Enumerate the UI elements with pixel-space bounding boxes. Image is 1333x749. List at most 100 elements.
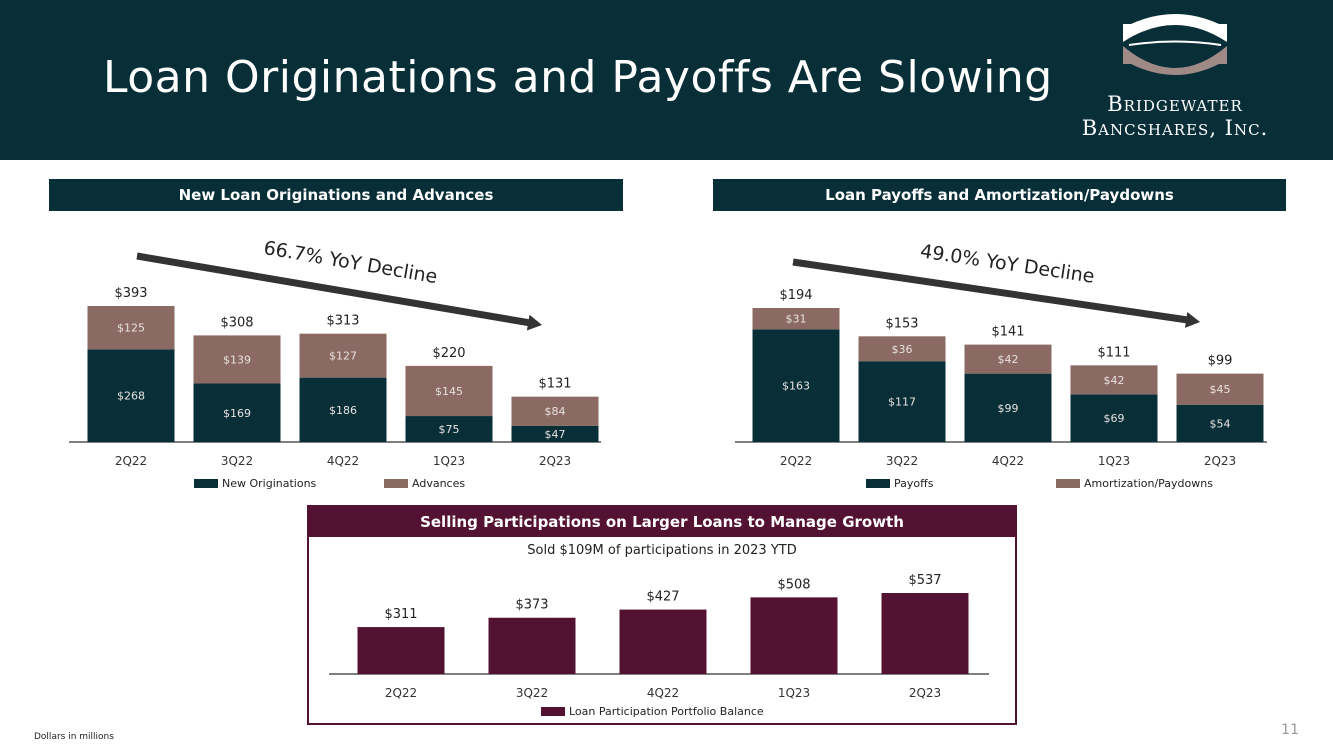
segment-label: $186 (329, 404, 357, 417)
segment-label: $54 (1210, 417, 1231, 430)
total-label: $537 (908, 573, 941, 588)
total-label: $99 (1208, 354, 1233, 369)
bar-advances-3Q22 (193, 335, 281, 384)
total-label: $311 (384, 607, 417, 622)
bar-new-originations-2Q22 (87, 349, 175, 442)
bar-payoffs-4Q22 (964, 373, 1052, 442)
bar-advances-2Q23 (511, 396, 599, 426)
segment-label: $145 (435, 385, 463, 398)
participations-subtitle: Sold $109M of participations in 2023 YTD (527, 543, 797, 558)
page-number: 11 (1281, 722, 1299, 738)
total-label: $308 (220, 315, 253, 330)
bar-loan-participation-portfolio-balance-1Q23 (750, 597, 838, 674)
bridge-logo-icon (1123, 14, 1227, 75)
segment-label: $45 (1210, 383, 1231, 396)
segment-label: $84 (545, 405, 566, 418)
decline-arrow-shaft (136, 252, 535, 328)
segment-label: $36 (892, 343, 913, 356)
category-tick-label: 2Q22 (385, 686, 417, 700)
category-tick-label: 3Q22 (886, 454, 918, 468)
decline-arrow-head-icon (1184, 312, 1200, 328)
legend-swatch (194, 479, 218, 488)
logo-line-1: Bridgewater (1107, 92, 1243, 116)
total-label: $393 (114, 286, 147, 301)
segment-label: $99 (998, 402, 1019, 415)
segment-label: $75 (439, 423, 460, 436)
category-tick-label: 2Q23 (909, 686, 941, 700)
segment-label: $139 (223, 353, 251, 366)
bar-amortization-paydowns-2Q22 (752, 308, 840, 330)
category-tick-label: 2Q23 (539, 454, 571, 468)
category-tick-label: 1Q23 (1098, 454, 1130, 468)
category-tick-label: 1Q23 (433, 454, 465, 468)
legend-label: Advances (412, 477, 465, 490)
category-tick-label: 4Q22 (647, 686, 679, 700)
bar-payoffs-3Q22 (858, 361, 946, 442)
total-label: $111 (1097, 345, 1130, 360)
segment-label: $163 (782, 380, 810, 393)
bar-amortization-paydowns-1Q23 (1070, 365, 1158, 395)
category-tick-label: 1Q23 (778, 686, 810, 700)
legend-swatch (541, 707, 565, 716)
segment-label: $268 (117, 390, 145, 403)
total-label: $131 (538, 377, 571, 392)
category-tick-label: 2Q22 (115, 454, 147, 468)
bar-advances-1Q23 (405, 365, 493, 417)
category-tick-label: 3Q22 (221, 454, 253, 468)
total-label: $427 (646, 590, 679, 605)
decline-arrow-head-icon (526, 314, 542, 331)
total-label: $141 (991, 325, 1024, 340)
bar-payoffs-1Q23 (1070, 394, 1158, 442)
legend-swatch (866, 479, 890, 488)
total-label: $153 (885, 316, 918, 331)
segment-label: $169 (223, 407, 251, 420)
payoffs-section-title: Loan Payoffs and Amortization/Paydowns (713, 179, 1286, 211)
segment-label: $42 (998, 353, 1019, 366)
originations-chart: $268 $125 $393 2Q22 $169 $139 $308 3Q22 $186 $127… (69, 237, 601, 490)
category-tick-label: 3Q22 (516, 686, 548, 700)
bar-new-originations-3Q22 (193, 383, 281, 442)
yoy-decline-annotation: 49.0% YoY Decline (919, 240, 1096, 287)
total-label: $313 (326, 314, 359, 329)
bar-amortization-paydowns-3Q22 (858, 336, 946, 362)
bar-advances-2Q22 (87, 306, 175, 350)
legend-swatch (1056, 479, 1080, 488)
participations-panel: Selling Participations on Larger Loans t… (307, 505, 1017, 725)
header-banner (0, 0, 1333, 160)
bar-new-originations-1Q23 (405, 416, 493, 442)
footnote: Dollars in millions (34, 732, 114, 742)
originations-section-title: New Loan Originations and Advances (49, 179, 623, 211)
legend-label: New Originations (222, 477, 317, 490)
segment-label: $47 (545, 428, 566, 441)
segment-label: $117 (888, 396, 916, 409)
legend-swatch (384, 479, 408, 488)
category-tick-label: 4Q22 (992, 454, 1024, 468)
bar-amortization-paydowns-2Q23 (1176, 373, 1264, 405)
legend-label: Loan Participation Portfolio Balance (569, 705, 764, 718)
bar-new-originations-4Q22 (299, 377, 387, 442)
total-label: $194 (779, 288, 812, 303)
bar-payoffs-2Q22 (752, 329, 840, 442)
bar-advances-4Q22 (299, 333, 387, 378)
bar-loan-participation-portfolio-balance-2Q23 (881, 593, 969, 674)
bar-loan-participation-portfolio-balance-3Q22 (488, 617, 576, 674)
total-label: $373 (515, 598, 548, 613)
segment-label: $127 (329, 350, 357, 363)
page-title: Loan Originations and Payoffs Are Slowin… (103, 52, 1053, 103)
segment-label: $125 (117, 322, 145, 335)
category-tick-label: 2Q23 (1204, 454, 1236, 468)
bar-loan-participation-portfolio-balance-4Q22 (619, 609, 707, 674)
bar-amortization-paydowns-4Q22 (964, 344, 1052, 374)
bar-new-originations-2Q23 (511, 425, 599, 442)
segment-label: $69 (1104, 412, 1125, 425)
participations-section-title: Selling Participations on Larger Loans t… (309, 507, 1015, 537)
legend-label: Payoffs (894, 477, 934, 490)
legend-label: Amortization/Paydowns (1084, 477, 1213, 490)
category-tick-label: 4Q22 (327, 454, 359, 468)
total-label: $508 (777, 577, 810, 592)
decline-arrow-shaft (792, 258, 1193, 325)
bar-payoffs-2Q23 (1176, 404, 1264, 442)
category-tick-label: 2Q22 (780, 454, 812, 468)
participations-chart: $311 2Q22 $373 3Q22 $427 4Q22 $508 1Q23 $537 2Q23… (329, 573, 989, 718)
logo-line-2: Bancshares, Inc. (1081, 116, 1269, 140)
